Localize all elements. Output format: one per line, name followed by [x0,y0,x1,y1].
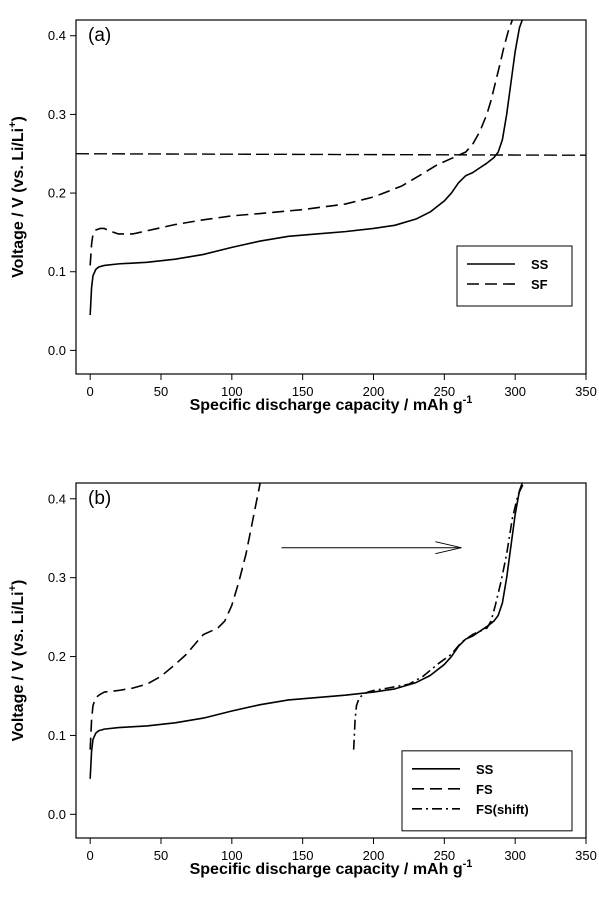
legend: SS FS FS(shift) [401,750,573,832]
chart-panel-a: 0 50 100 150 200 250 300 350 0.0 0.1 0.2 0.3 0.4 Spec… [7,19,597,414]
x-tick-label: 100 [221,848,243,863]
y-axis-title-sup: + [7,121,19,127]
x-tick-label: 200 [363,384,385,399]
y-axis-title: Voltage / V (vs. Li/Li+) [7,580,27,742]
series-line-sf [89,20,514,266]
plot-area [89,483,525,779]
x-tick-label: 0 [87,384,94,399]
y-tick-label: 0.4 [48,28,66,43]
legend-label: SS [476,762,494,777]
x-axis-title-sup: -1 [463,858,473,870]
legend: SS SF [456,245,573,307]
x-tick-label: 150 [292,384,314,399]
y-tick-label: 0.0 [48,807,66,822]
series-line-fs [89,483,261,750]
x-axis-title-sup: -1 [463,394,473,406]
y-tick-label: 0.1 [48,728,66,743]
legend-box [456,245,573,307]
plot-frame [75,19,587,375]
plot-frame [75,482,587,839]
x-tick-label: 250 [433,384,455,399]
x-tick-label: 350 [575,384,597,399]
plot-area [76,20,586,316]
x-tick-label: 200 [363,848,385,863]
chart-panel-b: 0 50 100 150 200 250 300 350 0.0 0.1 0.2 0.3 0.4 Spec… [7,482,597,878]
reference-line [76,153,586,156]
y-tick-label: 0.4 [48,491,66,506]
y-axis-title-end: ) [10,116,27,121]
x-tick-label: 350 [575,848,597,863]
legend-label: FS(shift) [476,802,529,817]
y-tick-label: 0.3 [48,570,66,585]
y-axis-title-sup: + [7,585,19,591]
x-tick-label: 0 [87,848,94,863]
panel-label: (a) [88,25,111,46]
y-tick-label: 0.2 [48,649,66,664]
legend-box [401,750,573,832]
y-axis-title-end: ) [10,580,27,585]
x-tick-label: 50 [154,848,168,863]
legend-label: SS [531,257,549,272]
y-axis-title: Voltage / V (vs. Li/Li+) [7,116,27,278]
arrow-head [435,541,462,555]
y-tick-label: 0.2 [48,186,66,201]
x-tick-label: 50 [154,384,168,399]
series-line-ss [89,483,524,779]
legend-label: FS [476,782,493,797]
y-axis-title-main: Voltage / V (vs. Li/Li [10,591,27,741]
x-axis-title-main: Specific discharge capacity / mAh g [190,861,463,878]
panel-label: (b) [88,488,111,509]
x-axis-title: Specific discharge capacity / mAh g-1 [190,858,473,878]
y-tick-label: 0.1 [48,264,66,279]
shift-arrow [281,541,462,555]
x-tick-label: 300 [504,384,526,399]
series-line-ss [89,20,524,316]
x-tick-label: 100 [221,384,243,399]
y-tick-label: 0.3 [48,107,66,122]
x-tick-label: 250 [433,848,455,863]
y-tick-label: 0.0 [48,343,66,358]
x-tick-label: 150 [292,848,314,863]
x-axis-title: Specific discharge capacity / mAh g-1 [190,394,473,414]
legend-label: SF [531,277,548,292]
x-axis-title-main: Specific discharge capacity / mAh g [190,397,463,414]
y-axis-title-main: Voltage / V (vs. Li/Li [10,128,27,278]
x-tick-label: 300 [504,848,526,863]
